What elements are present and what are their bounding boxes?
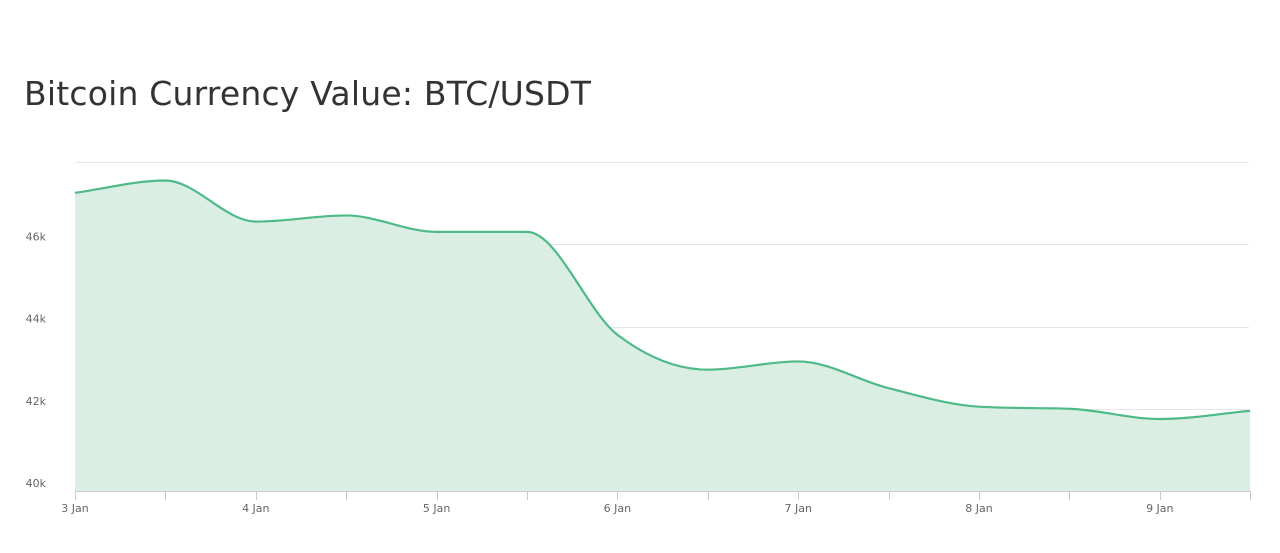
y-tick-label: 46k xyxy=(26,230,47,243)
y-tick-label: 42k xyxy=(26,395,47,408)
y-tick-label: 40k xyxy=(26,477,47,490)
x-tick-label: 3 Jan xyxy=(61,502,88,515)
x-tick-label: 5 Jan xyxy=(423,502,450,515)
x-tick-label: 9 Jan xyxy=(1146,502,1173,515)
x-axis xyxy=(75,491,1251,500)
chart-title: Bitcoin Currency Value: BTC/USDT xyxy=(24,74,592,113)
x-tick-label: 7 Jan xyxy=(784,502,811,515)
x-tick-label: 8 Jan xyxy=(965,502,992,515)
area-fill xyxy=(75,180,1251,491)
y-tick-label: 44k xyxy=(26,313,47,326)
y-axis-labels: 40k 42k 44k 46k xyxy=(26,230,47,490)
series-line xyxy=(74,179,1251,421)
x-axis-labels: 3 Jan 4 Jan 5 Jan 6 Jan 7 Jan 8 Jan 9 Jan xyxy=(61,502,1173,515)
x-tick-label: 6 Jan xyxy=(604,502,631,515)
x-tick-label: 4 Jan xyxy=(242,502,269,515)
